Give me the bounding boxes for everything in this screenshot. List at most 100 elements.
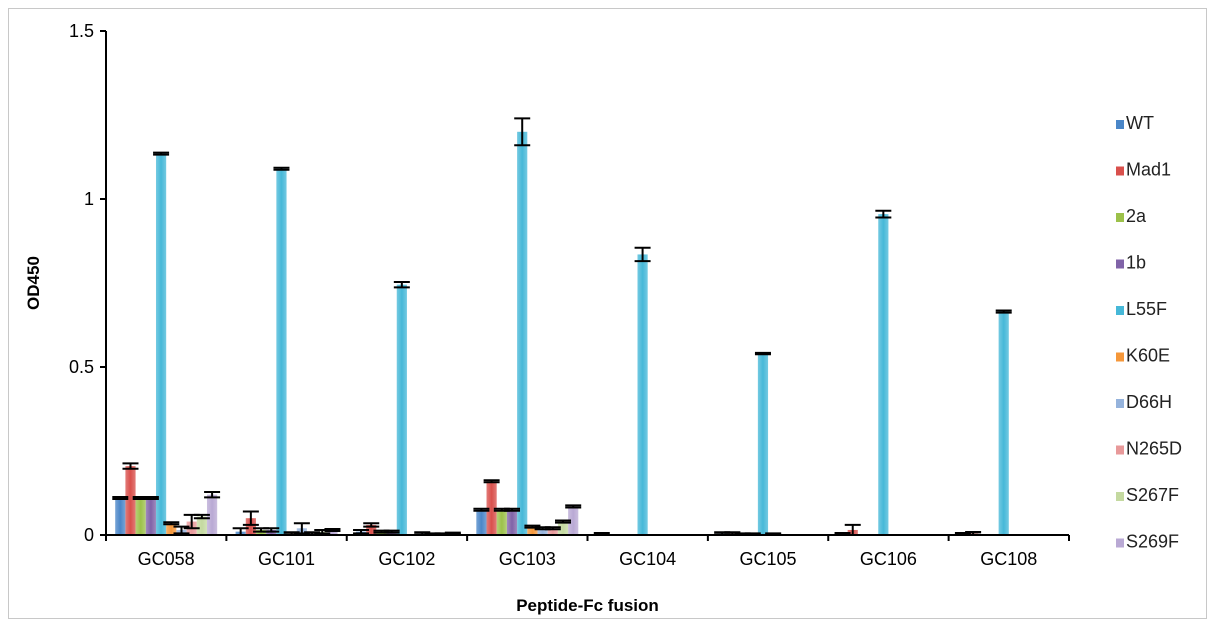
error-bar-gc058-l55f (153, 151, 170, 156)
legend-label: K60E (1126, 346, 1170, 366)
legend-swatch (1116, 492, 1124, 501)
legend: WT Mad1 2a 1b L55F K60E D66H N265D S267F S269F (1116, 113, 1182, 552)
error-bar-gc103-1b (504, 507, 521, 512)
legend-label: 1b (1126, 253, 1146, 273)
legend-item-s269f: S269F (1116, 532, 1179, 552)
bar-gc103-k60e (527, 526, 538, 535)
error-bar-gc103-mad1 (483, 479, 500, 484)
error-bar-gc058-k60e (163, 521, 180, 526)
legend-item-k60e: K60E (1116, 346, 1170, 366)
error-bar-gc102-mad1 (363, 522, 380, 528)
error-bars-layer (112, 117, 1012, 536)
bars-layer (115, 131, 1009, 536)
x-tick-label: GC105 (740, 549, 797, 569)
error-bar-gc102-s269f (444, 531, 461, 535)
error-bar-gc103-s269f (565, 504, 582, 509)
error-bar-gc101-mad1 (242, 510, 259, 526)
legend-label: D66H (1126, 392, 1172, 412)
bar-gc103-2a (496, 509, 507, 535)
legend-item-1b: 1b (1116, 253, 1146, 273)
bar-gc106-l55f (878, 214, 889, 535)
bar-gc058-wt (115, 498, 126, 535)
error-bar-gc106-l55f (875, 209, 892, 219)
bar-gc103-l55f (517, 131, 528, 536)
bar-gc103-s269f (568, 506, 579, 535)
legend-item-2a: 2a (1116, 206, 1147, 226)
legend-label: Mad1 (1126, 160, 1171, 180)
error-bar-gc103-s267f (555, 519, 572, 524)
error-bar-gc103-n265d (544, 526, 561, 531)
error-bar-gc058-1b (142, 496, 159, 501)
legend-swatch (1116, 445, 1124, 455)
legend-label: S269F (1126, 532, 1179, 552)
bar-gc103-s267f (557, 521, 569, 535)
y-tick-label: 0 (84, 525, 94, 545)
bar-gc102-l55f (396, 284, 407, 535)
legend-item-l55f: L55F (1116, 299, 1167, 319)
legend-swatch (1116, 352, 1124, 362)
y-tick-label: 1 (84, 189, 94, 209)
legend-swatch (1116, 538, 1124, 548)
error-bar-gc101-d66h (293, 522, 310, 535)
y-tick-label: 1.5 (69, 21, 94, 41)
error-bar-gc058-s269f (204, 490, 221, 499)
legend-item-mad1: Mad1 (1116, 160, 1171, 180)
bar-gc058-s267f (196, 516, 207, 535)
error-bar-gc105-l55f (754, 351, 771, 356)
error-bar-gc102-wt (353, 528, 370, 535)
bar-gc101-s269f (327, 529, 338, 535)
error-bar-gc102-l55f (393, 280, 410, 289)
legend-label: WT (1126, 113, 1154, 133)
y-tick-label: 0.5 (69, 357, 94, 377)
legend-label: S267F (1126, 485, 1179, 505)
chart-frame: 0 0.5 1 1.5 GC058 GC101 GC102 GC103 GC104 GC105 G… (8, 8, 1207, 619)
legend-item-d66h: D66H (1116, 392, 1172, 412)
bar-gc102-mad1 (366, 524, 377, 535)
bar-chart: 00.511.5 GC058 GC101 GC102 GC103 GC104 GC105 G… (24, 21, 1182, 615)
bar-gc058-mad1 (125, 466, 136, 535)
x-tick-label: GC058 (138, 549, 195, 569)
bar-gc103-mad1 (486, 481, 497, 535)
error-bar-gc058-wt (112, 496, 129, 501)
x-tick-label: GC101 (258, 549, 315, 569)
x-tick-label: GC102 (378, 549, 435, 569)
legend-swatch (1116, 306, 1124, 315)
legend-item-s267f: S267F (1116, 485, 1179, 505)
bar-gc101-l55f (276, 168, 287, 535)
legend-item-wt: WT (1116, 113, 1154, 133)
bar-gc104-l55f (637, 254, 648, 535)
legend-swatch (1116, 166, 1124, 176)
axes-layer (105, 31, 1069, 536)
error-bar-gc101-1b (263, 527, 280, 533)
error-bar-gc102-1b (383, 529, 400, 534)
legend-swatch (1116, 399, 1124, 408)
error-bar-gc104-l55f (634, 246, 651, 263)
legend-label: 2a (1126, 206, 1147, 226)
error-bar-gc058-s267f (193, 513, 210, 520)
bar-gc058-2a (135, 498, 146, 535)
bar-gc058-1b (145, 498, 156, 535)
error-bar-gc101-s267f (314, 528, 331, 535)
error-bar-gc103-l55f (514, 117, 531, 147)
bar-gc058-k60e (166, 523, 177, 535)
y-ticks-layer: 0 0.5 1 1.5 (69, 21, 106, 545)
bar-gc103-wt (476, 509, 487, 535)
error-bar-gc101-l55f (273, 166, 290, 171)
x-tick-label: GC106 (860, 549, 917, 569)
x-ticks-layer: GC058 GC101 GC102 GC103 GC104 GC105 GC106 GC108 (105, 535, 1070, 569)
x-tick-label: GC108 (980, 549, 1037, 569)
error-bar-gc108-l55f (995, 309, 1012, 314)
bar-gc103-1b (506, 509, 518, 535)
x-tick-label: GC103 (499, 549, 556, 569)
error-bar-gc058-mad1 (122, 462, 139, 470)
legend-label: N265D (1126, 439, 1182, 459)
bar-gc058-l55f (155, 153, 167, 535)
bar-gc108-l55f (998, 311, 1009, 535)
legend-swatch (1116, 259, 1124, 269)
bar-gc103-d66h (537, 528, 548, 535)
error-bar-gc103-wt (473, 507, 490, 512)
bar-gc105-l55f (757, 353, 769, 535)
x-tick-label: GC104 (619, 549, 676, 569)
legend-swatch (1116, 120, 1124, 129)
legend-label: L55F (1126, 299, 1167, 319)
